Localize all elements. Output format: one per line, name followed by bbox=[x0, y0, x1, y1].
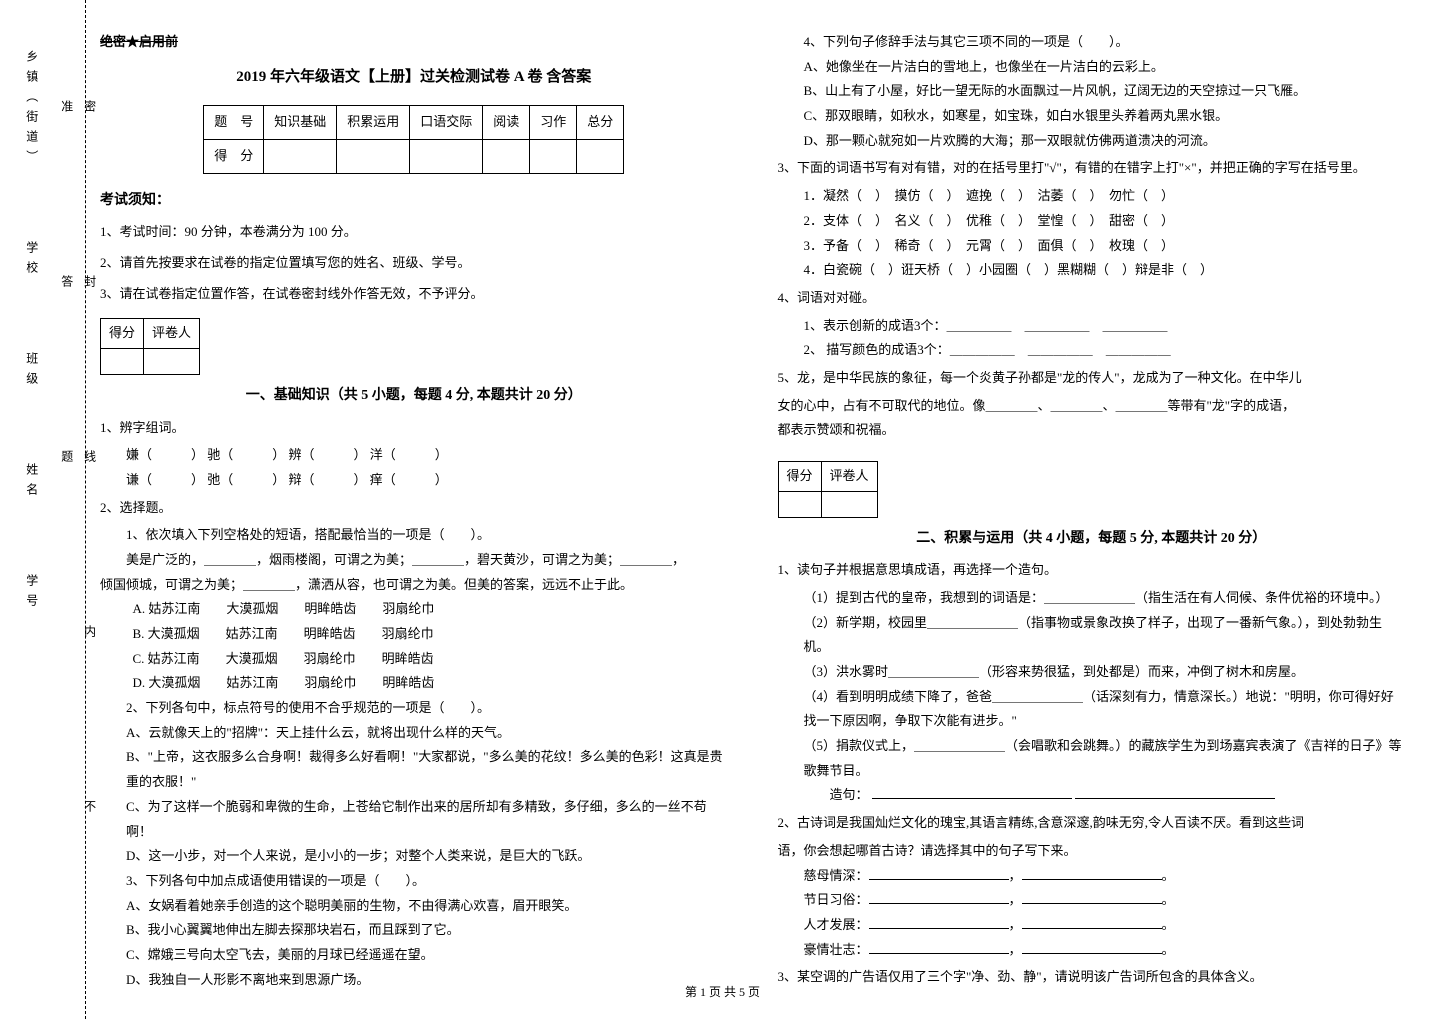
binding-label-id: 学号 bbox=[20, 574, 43, 614]
fill-blank[interactable] bbox=[1022, 941, 1162, 954]
binding-label-class: 班级 bbox=[20, 352, 43, 392]
q3-line2: 2．支体（ ） 名义（ ） 优稚（ ） 堂惶（ ） 甜密（ ） bbox=[804, 209, 1406, 234]
notice-title: 考试须知： bbox=[100, 188, 728, 215]
right-column: 4、下列句子修辞手法与其它三项不同的一项是（ ）。 A、她像坐在一片洁白的雪地上… bbox=[778, 30, 1406, 993]
q2-2-optB: B、"上帝，这衣服多么合身啊！裁得多么好看啊！"大家都说，"多么美的花纹！多么美… bbox=[126, 745, 728, 794]
q4-line1: 1、表示创新的成语3个：＿＿＿＿＿ ＿＿＿＿＿ ＿＿＿＿＿ bbox=[804, 314, 1406, 339]
fill-blank[interactable] bbox=[869, 941, 1009, 954]
q2-stem: 2、选择题。 bbox=[100, 496, 728, 521]
table-row: 题 号 知识基础 积累运用 口语交际 阅读 习作 总分 bbox=[204, 106, 624, 140]
q3-line4: 4．白瓷碗（ ）诳天桥（ ）小园圈（ ）黑糊糊（ ）辩是非（ ） bbox=[804, 258, 1406, 283]
s2-q2-row: 节日习俗：，。 bbox=[804, 888, 1406, 913]
q2-1-optB: B. 大漠孤烟 姑苏江南 明眸皓齿 羽扇纶巾 bbox=[133, 622, 728, 647]
s2-q1-make-sentence: 造句： bbox=[830, 783, 1406, 808]
q2-2-optC: C、为了这样一个脆弱和卑微的生命，上苍给它制作出来的居所却有多精致，多仔细，多么… bbox=[126, 795, 728, 844]
q5-line2: 女的心中，占有不可取代的地位。像＿＿＿＿、＿＿＿＿、＿＿＿＿等带有"龙"字的成语… bbox=[778, 394, 1406, 419]
section-score-box: 得分评卷人 bbox=[778, 461, 878, 518]
q2-1-optD: D. 大漠孤烟 姑苏江南 羽扇纶巾 明眸皓齿 bbox=[133, 671, 728, 696]
fill-blank[interactable] bbox=[1022, 916, 1162, 929]
s2-q1-line4: （4）看到明明成绩下降了，爸爸＿＿＿＿＿＿＿（话深刻有力，情意深长。）地说："明… bbox=[804, 685, 1406, 734]
s2-q2-row: 豪情壮志：，。 bbox=[804, 938, 1406, 963]
fill-blank[interactable] bbox=[1022, 867, 1162, 880]
binding-label-town: 乡镇（街道） bbox=[20, 50, 43, 170]
q2-4-optA: A、她像坐在一片洁白的雪地上，也像坐在一片洁白的云彩上。 bbox=[804, 55, 1406, 80]
q2-1-optC: C. 姑苏江南 大漠孤烟 羽扇纶巾 明眸皓齿 bbox=[133, 647, 728, 672]
q1-row2: 谦（ ） 弛（ ） 辩（ ） 痒（ ） bbox=[126, 468, 728, 493]
fill-blank[interactable] bbox=[869, 916, 1009, 929]
q2-4-optC: C、那双眼睛，如秋水，如寒星，如宝珠，如白水银里头养着两丸黑水银。 bbox=[804, 104, 1406, 129]
q5-line3: 都表示赞颂和祝福。 bbox=[778, 418, 1406, 443]
score-summary-table: 题 号 知识基础 积累运用 口语交际 阅读 习作 总分 得 分 bbox=[203, 105, 624, 173]
notice-item: 3、请在试卷指定位置作答，在试卷密封线外作答无效，不予评分。 bbox=[100, 282, 728, 307]
q2-2-optA: A、云就像天上的"招牌"：天上挂什么云，就将出现什么样的天气。 bbox=[126, 721, 728, 746]
q2-4-optD: D、那一颗心就宛如一片欢腾的大海；那一双眼就仿佛两道溃决的河流。 bbox=[804, 129, 1406, 154]
fill-blank[interactable] bbox=[869, 867, 1009, 880]
s2-q1-stem: 1、读句子并根据意思填成语，再选择一个造句。 bbox=[778, 558, 1406, 583]
left-column: 绝密★启用前 2019 年六年级语文【上册】过关检测试卷 A 卷 含答案 题 号… bbox=[100, 30, 728, 993]
q2-1-optA: A. 姑苏江南 大漠孤烟 明眸皓齿 羽扇纶巾 bbox=[133, 597, 728, 622]
binding-field-labels: 乡镇（街道） 学校 班级 姓名 学号 bbox=[20, 50, 43, 674]
s2-q2-row: 人才发展：，。 bbox=[804, 913, 1406, 938]
s2-q1-line5: （5）捐款仪式上，＿＿＿＿＿＿＿（会唱歌和会跳舞。）的藏族学生为到场嘉宾表演了《… bbox=[804, 734, 1406, 783]
q2-1-body: 美是广泛的，＿＿＿＿，烟雨楼阁，可谓之为美；＿＿＿＿，碧天黄沙，可谓之为美；＿＿… bbox=[126, 548, 728, 573]
q3-stem: 3、下面的词语书写有对有错，对的在括号里打"√"，有错的在错字上打"×"，并把正… bbox=[778, 156, 1406, 181]
page-footer: 第 1 页 共 5 页 bbox=[0, 981, 1445, 1004]
s2-q2-row: 慈母情深：，。 bbox=[804, 864, 1406, 889]
q4-stem: 4、词语对对碰。 bbox=[778, 286, 1406, 311]
seal-dashed-line bbox=[85, 0, 86, 1019]
q3-line1: 1．凝然（ ） 摸仿（ ） 遮挽（ ） 沽萎（ ） 勿忙（ ） bbox=[804, 184, 1406, 209]
q2-3-optB: B、我小心翼翼地伸出左脚去探那块岩石，而且踩到了它。 bbox=[126, 918, 728, 943]
section-score-box: 得分评卷人 bbox=[100, 318, 200, 375]
s2-q2-stem-a: 2、古诗词是我国灿烂文化的瑰宝,其语言精练,含意深邃,韵味无穷,令人百读不厌。看… bbox=[778, 811, 1406, 836]
page-content: 绝密★启用前 2019 年六年级语文【上册】过关检测试卷 A 卷 含答案 题 号… bbox=[100, 30, 1405, 993]
fill-blank[interactable] bbox=[869, 891, 1009, 904]
binding-label-school: 学校 bbox=[20, 241, 43, 281]
q5-line1: 5、龙，是中华民族的象征，每一个炎黄子孙都是"龙的传人"，龙成为了一种文化。在中… bbox=[778, 366, 1406, 391]
q2-1-body: 倾国倾城，可谓之为美；＿＿＿＿，潇洒从容，也可谓之为美。但美的答案，远远不止于此… bbox=[100, 573, 728, 598]
s2-q1-line3: （3）洪水雾时＿＿＿＿＿＿＿（形容来势很猛，到处都是）而来，冲倒了树木和房屋。 bbox=[804, 660, 1406, 685]
s2-q1-line2: （2）新学期，校园里＿＿＿＿＿＿＿（指事物或景象改换了样子，出现了一番新气象。）… bbox=[804, 611, 1406, 660]
section2-title: 二、积累与运用（共 4 小题，每题 5 分, 本题共计 20 分） bbox=[778, 526, 1406, 553]
notice-item: 1、考试时间：90 分钟，本卷满分为 100 分。 bbox=[100, 220, 728, 245]
q2-2-stem: 2、下列各句中，标点符号的使用不合乎规范的一项是（ ）。 bbox=[126, 696, 728, 721]
s2-q2-stem-b: 语，你会想起哪首古诗？请选择其中的句子写下来。 bbox=[778, 839, 1406, 864]
exam-title: 2019 年六年级语文【上册】过关检测试卷 A 卷 含答案 bbox=[100, 63, 728, 92]
q2-4-stem: 4、下列句子修辞手法与其它三项不同的一项是（ ）。 bbox=[804, 30, 1406, 55]
q2-4-optB: B、山上有了小屋，好比一望无际的水面飘过一片风帆，辽阔无边的天空掠过一只飞雁。 bbox=[804, 79, 1406, 104]
q1-row1: 嫌（ ） 驰（ ） 辨（ ） 洋（ ） bbox=[126, 443, 728, 468]
binding-seal-markers: 密 封 线 内 不 准 答 题 bbox=[55, 100, 101, 1019]
q2-2-optD: D、这一小步，对一个人来说，是小小的一步；对整个人类来说，是巨大的飞跃。 bbox=[126, 844, 728, 869]
s2-q1-line1: （1）提到古代的皇帝，我想到的词语是：＿＿＿＿＿＿＿（指生活在有人伺候、条件优裕… bbox=[804, 586, 1406, 611]
table-row: 得 分 bbox=[204, 139, 624, 173]
binding-margin: 乡镇（街道） 学校 班级 姓名 学号 密 封 线 内 不 准 答 题 bbox=[0, 0, 95, 1019]
binding-label-name: 姓名 bbox=[20, 463, 43, 503]
q2-3-stem: 3、下列各句中加点成语使用错误的一项是（ ）。 bbox=[126, 869, 728, 894]
q1-stem: 1、辨字组词。 bbox=[100, 416, 728, 441]
q2-1-stem: 1、依次填入下列空格处的短语，搭配最恰当的一项是（ ）。 bbox=[126, 523, 728, 548]
fill-blank[interactable] bbox=[872, 786, 1072, 799]
section1-title: 一、基础知识（共 5 小题，每题 4 分, 本题共计 20 分） bbox=[100, 383, 728, 410]
notice-item: 2、请首先按要求在试卷的指定位置填写您的姓名、班级、学号。 bbox=[100, 251, 728, 276]
q3-line3: 3．予备（ ） 稀奇（ ） 元霄（ ） 面俱（ ） 枚瑰（ ） bbox=[804, 234, 1406, 259]
secret-label: 绝密★启用前 bbox=[100, 30, 728, 55]
fill-blank[interactable] bbox=[1022, 891, 1162, 904]
fill-blank[interactable] bbox=[1075, 786, 1275, 799]
q2-3-optA: A、女娲看着她亲手创造的这个聪明美丽的生物，不由得满心欢喜，眉开眼笑。 bbox=[126, 894, 728, 919]
q2-3-optC: C、嫦娥三号向太空飞去，美丽的月球已经遥遥在望。 bbox=[126, 943, 728, 968]
q4-line2: 2、 描写颜色的成语3个：＿＿＿＿＿ ＿＿＿＿＿ ＿＿＿＿＿ bbox=[804, 338, 1406, 363]
